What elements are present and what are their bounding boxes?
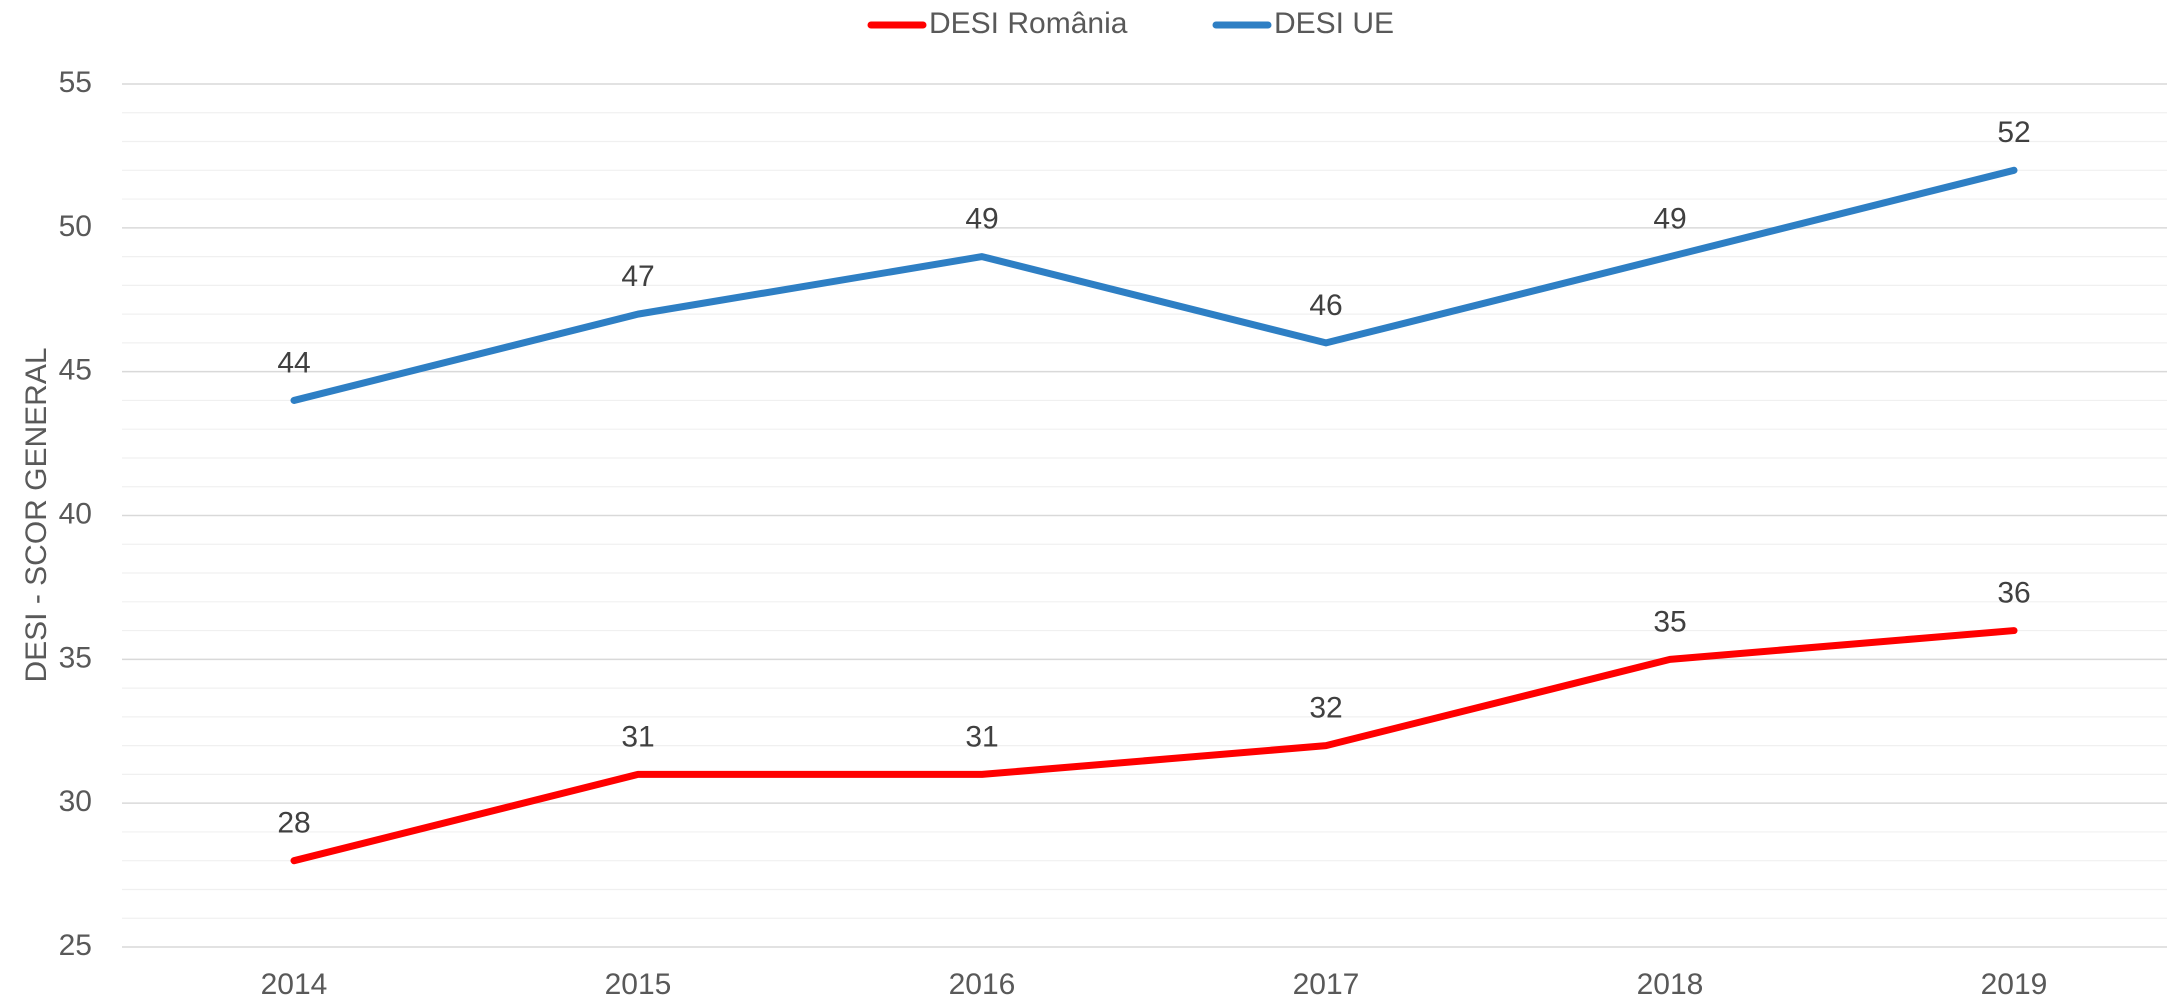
y-tick-label: 35 [59,641,92,674]
legend-label: DESI România [929,7,1128,40]
data-label: 46 [1309,289,1342,322]
x-tick-label: 2018 [1637,968,1704,1000]
x-tick-label: 2017 [1293,968,1360,1000]
series-line [290,166,2018,404]
y-tick-label: 55 [59,66,92,99]
legend-label: DESI UE [1274,7,1394,40]
data-label: 31 [621,720,654,753]
data-label: 47 [621,260,654,293]
x-tick-label: 2016 [949,968,1016,1000]
data-label: 52 [1997,116,2030,149]
x-tick-label: 2019 [1981,968,2048,1000]
data-label: 35 [1653,605,1686,638]
data-label: 49 [965,203,998,236]
y-tick-label: 50 [59,210,92,243]
series-line [290,627,2018,865]
data-label: 49 [1653,203,1686,236]
y-tick-label: 40 [59,497,92,530]
x-tick-label: 2015 [605,968,672,1000]
y-axis-label: DESI - SCOR GENERAL [20,347,53,682]
data-label: 44 [277,346,310,379]
x-tick-label: 2014 [261,968,328,1000]
y-tick-label: 45 [59,354,92,387]
y-tick-label: 30 [59,785,92,818]
y-tick-label: 25 [59,929,92,962]
data-label: 31 [965,720,998,753]
data-label: 32 [1309,692,1342,725]
data-label: 28 [277,807,310,840]
data-label: 36 [1997,576,2030,609]
